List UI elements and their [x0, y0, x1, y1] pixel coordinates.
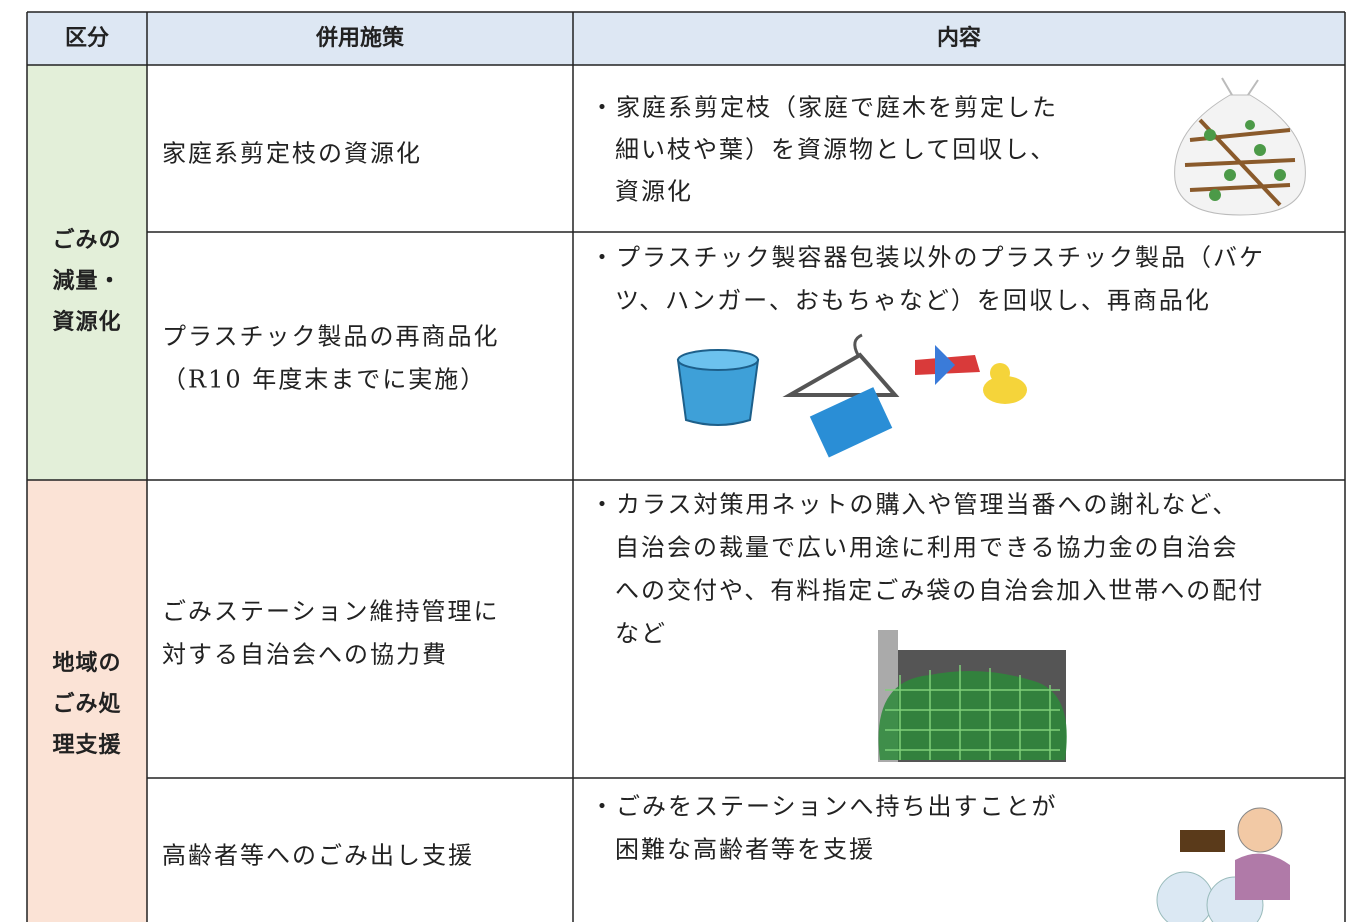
- measure-line: 高齢者等へのごみ出し支援: [162, 842, 474, 870]
- category-line: 地域の: [52, 650, 121, 676]
- content-line: 困難な高齢者等を支援: [615, 836, 875, 864]
- content-line: など: [615, 620, 667, 648]
- category-line: ごみ処: [52, 691, 121, 717]
- content-line: ・カラス対策用ネットの購入や管理当番への謝礼など、: [590, 491, 1238, 519]
- category-line: 資源化: [52, 309, 121, 335]
- header-cell: 区分: [65, 26, 109, 51]
- measure-line: プラスチック製品の再商品化: [162, 323, 500, 351]
- measure-line: 対する自治会への協力費: [162, 641, 448, 669]
- elderly-illustration: [1156, 807, 1290, 922]
- content-line: ツ、ハンガー、おもちゃなど）を回収し、再商品化: [615, 287, 1211, 315]
- group-bg: [27, 480, 147, 922]
- header-cell: 内容: [937, 25, 981, 51]
- plastic-items-illustration: [676, 333, 1027, 458]
- header-cell: 併用施策: [315, 25, 405, 51]
- header-bg: [27, 12, 1345, 65]
- measure-line: （R10 年度末までに実施）: [162, 366, 486, 394]
- content-line: 資源化: [615, 178, 693, 206]
- crow-net-illustration: [878, 630, 1067, 762]
- group-bg: [27, 65, 147, 480]
- content-line: ・ごみをステーションへ持ち出すことが: [590, 793, 1058, 821]
- content-line: への交付や、有料指定ごみ袋の自治会加入世帯への配付: [615, 577, 1264, 605]
- measure-line: ごみステーション維持管理に: [162, 598, 500, 626]
- category-line: 理支援: [52, 733, 121, 758]
- branch-bag-illustration: [1174, 77, 1306, 216]
- content-line: 自治会の裁量で広い用途に利用できる協力金の自治会: [615, 534, 1239, 562]
- category-line: ごみの: [52, 227, 121, 253]
- category-line: 減量・: [52, 269, 121, 294]
- measure-line: 家庭系剪定枝の資源化: [162, 140, 422, 168]
- content-line: ・家庭系剪定枝（家庭で庭木を剪定した: [590, 94, 1058, 122]
- content-line: 細い枝や葉）を資源物として回収し、: [615, 136, 1056, 164]
- table-borders: [26, 11, 1346, 922]
- content-line: ・プラスチック製容器包装以外のプラスチック製品（バケ: [590, 244, 1265, 272]
